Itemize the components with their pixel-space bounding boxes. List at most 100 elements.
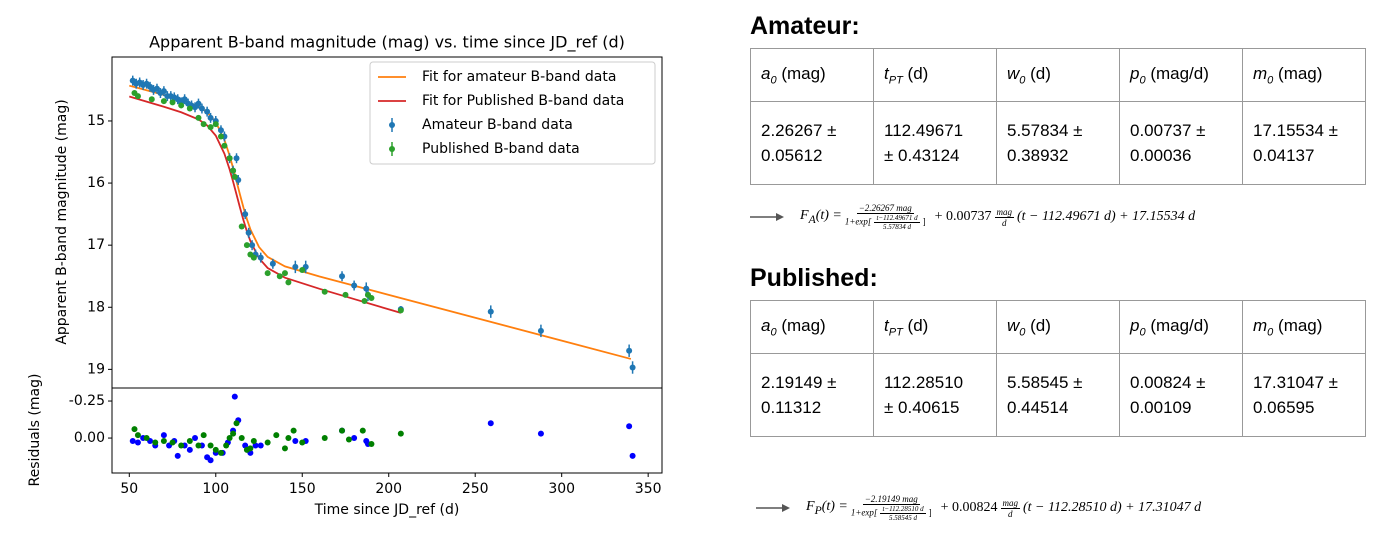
header-cell: w0 (d)	[996, 48, 1120, 102]
param-table: a0 (mag) tPT (d) w0 (d) p0 (mag/d) m0 (mag) 2…	[750, 48, 1366, 185]
unit-fraction: mag d	[1000, 497, 1020, 519]
header-cell: a0 (mag)	[750, 48, 874, 102]
data-point	[245, 229, 252, 236]
data-point	[207, 124, 214, 131]
residual-point	[273, 432, 280, 439]
lhs-sub-text: P	[814, 503, 822, 517]
data-point	[269, 260, 276, 267]
data-point	[281, 270, 288, 277]
data-point	[276, 273, 283, 280]
x-tick-label: 150	[289, 481, 316, 497]
subscript: 0	[770, 74, 776, 86]
data-point	[148, 96, 155, 103]
lhs-sub: A	[809, 213, 816, 226]
subscript: 0	[1267, 74, 1273, 86]
value-cell: 112.49671 ± 0.43124	[873, 101, 997, 185]
data-point	[212, 121, 219, 128]
lhs-sub-text: A	[808, 212, 816, 226]
subscript: 0	[1019, 74, 1025, 86]
value-cell: 2.19149 ± 0.11312	[750, 353, 874, 437]
legend-label: Fit for Published B-band data	[422, 93, 624, 109]
subscript-text: 0	[770, 74, 777, 87]
unit: (d)	[907, 63, 929, 83]
data-point	[134, 93, 141, 100]
y-tick-label: 16	[87, 175, 105, 191]
denominator: 1+exp[t−112.49671 d 5.57834 d]	[845, 214, 926, 231]
subscript-text: 0	[1019, 74, 1026, 87]
value-cell: 17.15534 ± 0.04137	[1242, 101, 1366, 185]
residual-point	[250, 438, 257, 445]
data-point	[250, 254, 257, 261]
data-point	[195, 114, 202, 121]
chart: Apparent B-band magnitude (mag) vs. time…	[27, 33, 663, 518]
residual-point	[233, 420, 240, 427]
residual-point	[186, 446, 193, 453]
fit-line	[129, 95, 402, 314]
data-point	[217, 127, 224, 134]
data-point	[487, 308, 494, 315]
legend-label: Fit for amateur B-band data	[422, 69, 616, 85]
residual-point	[178, 442, 185, 449]
unit-den: d	[1002, 217, 1007, 228]
amateur-panel: Amateur: a0 (mag) tPT (d) w0 (d) p0 (mag/d) m…	[750, 12, 1366, 185]
data-point	[186, 105, 193, 112]
legend-box	[369, 61, 656, 165]
residual-point	[629, 452, 636, 459]
data-point	[221, 142, 228, 149]
residual-point	[285, 435, 292, 442]
header-cell: m0 (mag)	[1242, 48, 1366, 102]
data-point	[238, 223, 245, 230]
symbol: p	[1130, 63, 1140, 83]
data-point	[231, 173, 238, 180]
residual-point	[292, 438, 299, 445]
residual-point	[160, 438, 167, 445]
x-tick-label: 300	[548, 481, 575, 497]
symbol: w	[1007, 315, 1020, 335]
symbol: t	[884, 315, 889, 335]
y-tick-label: -0.25	[69, 393, 105, 409]
heading: Published:	[750, 264, 878, 292]
residual-point	[152, 439, 159, 446]
unit: (mag)	[781, 63, 826, 83]
data-point	[292, 263, 299, 270]
inner-num: t−112.28510 d	[880, 505, 926, 514]
residual-point	[200, 432, 207, 439]
data-point	[361, 298, 368, 305]
unit-fraction: mag d	[994, 207, 1014, 228]
chart-title: Apparent B-band magnitude (mag) vs. time…	[149, 33, 625, 53]
legend-label: Published B-band data	[422, 141, 580, 157]
subscript-text: 0	[1267, 74, 1274, 87]
y-axis-label: Apparent B-band magnitude (mag)	[54, 99, 70, 344]
heading: Amateur:	[750, 12, 860, 40]
residual-point	[238, 435, 245, 442]
x-tick-label: 200	[375, 481, 402, 497]
residual-point	[223, 442, 230, 449]
residual-point	[537, 430, 544, 437]
data-point	[629, 364, 636, 371]
data-point	[285, 279, 292, 286]
header-cell: m0 (mag)	[1242, 300, 1366, 354]
header-cell: p0 (mag/d)	[1119, 300, 1243, 354]
residual-point	[321, 435, 328, 442]
formula: FP(t) = −2.19149 mag 1+exp[t−112.28510 d 5.…	[756, 494, 1201, 522]
header-cell: tPT (d)	[873, 300, 997, 354]
residual-point	[299, 439, 306, 446]
data-point	[264, 270, 271, 277]
subscript: 0	[1139, 74, 1145, 86]
inner-den: 5.58545 d	[889, 514, 918, 522]
unit-num: mag	[1000, 497, 1020, 509]
residual-point	[207, 442, 214, 449]
formula-lhs: FA(t) =	[800, 208, 842, 226]
data-point	[204, 108, 211, 115]
data-point	[198, 105, 205, 112]
symbol: m	[1253, 315, 1268, 335]
residual-point	[339, 427, 346, 434]
unit: (mag)	[1278, 315, 1323, 335]
value-cell: 112.28510 ± 0.40615	[873, 353, 997, 437]
legend-swatch	[389, 146, 395, 152]
data-point	[160, 98, 167, 105]
data-point	[230, 167, 237, 174]
published-panel: Published: a0 (mag) tPT (d) w0 (d) p0 (mag/d…	[750, 264, 1366, 437]
data-point	[242, 211, 249, 218]
